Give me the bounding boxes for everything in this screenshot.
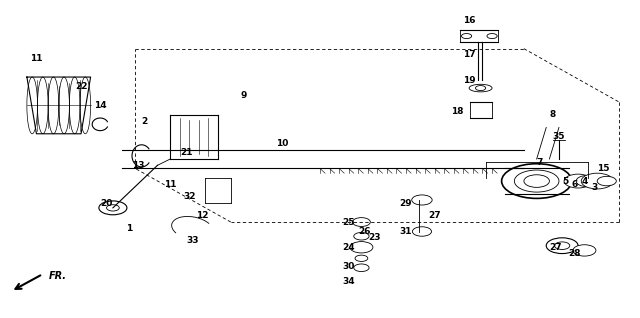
Text: 11: 11 <box>30 54 43 63</box>
Text: 28: 28 <box>568 249 581 258</box>
Circle shape <box>461 33 472 38</box>
Text: 13: 13 <box>132 161 145 170</box>
Text: 29: 29 <box>400 199 412 208</box>
Circle shape <box>546 238 578 253</box>
Circle shape <box>412 195 432 205</box>
Text: 15: 15 <box>597 164 610 173</box>
Text: FR.: FR. <box>49 271 67 280</box>
Circle shape <box>412 227 431 236</box>
Text: 31: 31 <box>400 227 412 236</box>
Text: 33: 33 <box>186 237 199 245</box>
Text: 25: 25 <box>342 218 355 226</box>
Circle shape <box>353 218 371 226</box>
Text: 18: 18 <box>451 107 463 116</box>
Circle shape <box>581 173 613 189</box>
Text: 20: 20 <box>100 199 113 208</box>
Text: 11: 11 <box>164 180 177 189</box>
Text: 12: 12 <box>196 211 209 220</box>
Text: 14: 14 <box>94 101 106 110</box>
Text: 4: 4 <box>581 176 588 186</box>
Circle shape <box>554 242 570 249</box>
Text: 9: 9 <box>241 92 247 100</box>
Text: 35: 35 <box>553 132 565 142</box>
Text: 34: 34 <box>342 277 355 287</box>
Text: 27: 27 <box>428 211 441 220</box>
Circle shape <box>99 201 127 215</box>
Text: 8: 8 <box>550 110 556 119</box>
Text: 1: 1 <box>125 224 132 233</box>
Text: 30: 30 <box>342 262 355 271</box>
Circle shape <box>354 232 369 240</box>
Circle shape <box>573 245 596 256</box>
Text: 24: 24 <box>342 243 355 252</box>
Circle shape <box>487 33 497 38</box>
Text: 5: 5 <box>562 176 568 186</box>
Circle shape <box>515 170 559 192</box>
Circle shape <box>354 264 369 272</box>
Text: 2: 2 <box>141 117 148 126</box>
Text: 6: 6 <box>572 180 578 189</box>
Text: 3: 3 <box>591 183 597 192</box>
Text: 21: 21 <box>180 148 193 157</box>
Text: 32: 32 <box>183 192 196 201</box>
Circle shape <box>476 86 486 91</box>
Text: 19: 19 <box>463 76 476 85</box>
Text: 7: 7 <box>537 158 543 167</box>
Text: 23: 23 <box>368 233 380 242</box>
Circle shape <box>564 174 592 188</box>
Text: 26: 26 <box>358 227 371 236</box>
Circle shape <box>350 242 373 253</box>
Text: 27: 27 <box>550 243 562 252</box>
Circle shape <box>524 175 549 187</box>
Text: 22: 22 <box>75 82 87 91</box>
Circle shape <box>106 205 119 211</box>
Text: 16: 16 <box>463 16 476 25</box>
Circle shape <box>597 176 616 186</box>
Text: 10: 10 <box>276 139 288 148</box>
Text: 17: 17 <box>463 51 476 59</box>
Circle shape <box>502 164 572 198</box>
Circle shape <box>355 255 368 261</box>
Circle shape <box>576 176 599 187</box>
Ellipse shape <box>469 84 492 92</box>
